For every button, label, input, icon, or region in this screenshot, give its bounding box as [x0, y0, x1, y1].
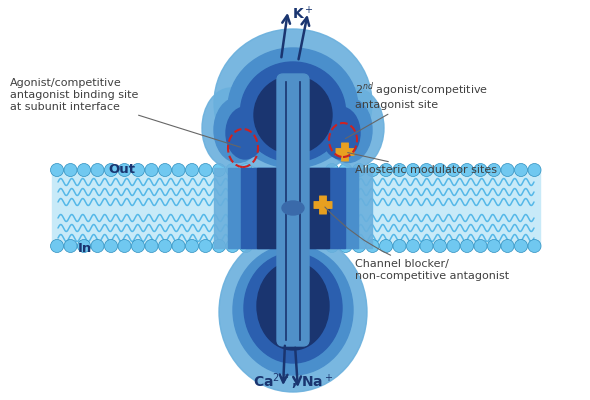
Ellipse shape [233, 245, 353, 375]
Circle shape [352, 240, 365, 252]
Circle shape [145, 240, 158, 252]
Circle shape [514, 164, 527, 176]
Circle shape [132, 164, 145, 176]
Circle shape [393, 164, 406, 176]
Circle shape [474, 240, 487, 252]
Circle shape [77, 240, 90, 252]
FancyBboxPatch shape [341, 142, 349, 162]
Ellipse shape [226, 107, 264, 159]
Circle shape [64, 240, 77, 252]
Circle shape [64, 164, 77, 176]
FancyBboxPatch shape [336, 148, 355, 156]
FancyBboxPatch shape [313, 201, 333, 209]
Bar [228, 168, 358, 248]
Ellipse shape [324, 98, 372, 162]
Circle shape [240, 164, 253, 176]
Circle shape [159, 164, 172, 176]
Circle shape [393, 240, 406, 252]
Text: Out: Out [108, 163, 135, 176]
Text: Ca$^{2+}$, Na$^+$: Ca$^{2+}$, Na$^+$ [253, 371, 333, 392]
Circle shape [132, 240, 145, 252]
Circle shape [501, 240, 514, 252]
Text: Agonist/competitive
antagonist binding site
at subunit interface: Agonist/competitive antagonist binding s… [10, 78, 240, 147]
Circle shape [447, 164, 460, 176]
FancyBboxPatch shape [319, 196, 327, 214]
Ellipse shape [219, 232, 367, 392]
Circle shape [379, 164, 392, 176]
Circle shape [118, 164, 131, 176]
Circle shape [77, 164, 90, 176]
Circle shape [352, 164, 365, 176]
Circle shape [185, 240, 198, 252]
Ellipse shape [254, 76, 332, 154]
Circle shape [420, 240, 433, 252]
Bar [334, 168, 540, 248]
Text: Channel blocker/
non-competitive antagonist: Channel blocker/ non-competitive antagon… [325, 207, 509, 281]
Circle shape [51, 240, 64, 252]
Circle shape [366, 240, 379, 252]
Ellipse shape [202, 88, 260, 168]
Circle shape [487, 240, 500, 252]
Text: 2$^{nd}$ agonist/competitive
antagonist site: 2$^{nd}$ agonist/competitive antagonist … [345, 80, 488, 139]
Circle shape [51, 164, 64, 176]
Circle shape [434, 240, 447, 252]
Circle shape [366, 164, 379, 176]
Ellipse shape [282, 201, 304, 215]
Text: Allosteric modulator sites: Allosteric modulator sites [348, 153, 497, 175]
Circle shape [514, 240, 527, 252]
Circle shape [447, 240, 460, 252]
Ellipse shape [214, 29, 372, 177]
Circle shape [185, 164, 198, 176]
Ellipse shape [322, 107, 360, 159]
Circle shape [159, 240, 172, 252]
Circle shape [379, 240, 392, 252]
Circle shape [420, 164, 433, 176]
Bar [241, 168, 345, 248]
Text: K$^+$: K$^+$ [292, 5, 314, 22]
Circle shape [199, 164, 212, 176]
Ellipse shape [326, 88, 384, 168]
Ellipse shape [214, 98, 262, 162]
Bar [257, 168, 329, 248]
Circle shape [118, 240, 131, 252]
Ellipse shape [257, 262, 329, 350]
Circle shape [407, 240, 419, 252]
Circle shape [172, 240, 185, 252]
Circle shape [240, 240, 253, 252]
Ellipse shape [244, 253, 342, 363]
Circle shape [528, 164, 541, 176]
Circle shape [461, 164, 474, 176]
Circle shape [145, 164, 158, 176]
Circle shape [434, 164, 447, 176]
Ellipse shape [241, 62, 346, 162]
Circle shape [339, 240, 352, 252]
Bar [214, 168, 372, 248]
Circle shape [326, 164, 339, 176]
Circle shape [91, 164, 104, 176]
Circle shape [91, 240, 104, 252]
Circle shape [339, 164, 352, 176]
Circle shape [104, 240, 117, 252]
Circle shape [226, 240, 239, 252]
Circle shape [104, 164, 117, 176]
Text: In: In [78, 242, 92, 255]
Circle shape [487, 164, 500, 176]
FancyBboxPatch shape [277, 74, 309, 346]
Circle shape [199, 240, 212, 252]
Bar [52, 168, 252, 248]
Circle shape [326, 240, 339, 252]
Circle shape [226, 164, 239, 176]
Circle shape [212, 240, 225, 252]
Circle shape [407, 164, 419, 176]
Circle shape [501, 164, 514, 176]
Circle shape [528, 240, 541, 252]
Circle shape [461, 240, 474, 252]
Circle shape [212, 164, 225, 176]
Circle shape [172, 164, 185, 176]
Ellipse shape [228, 48, 358, 168]
Circle shape [474, 164, 487, 176]
